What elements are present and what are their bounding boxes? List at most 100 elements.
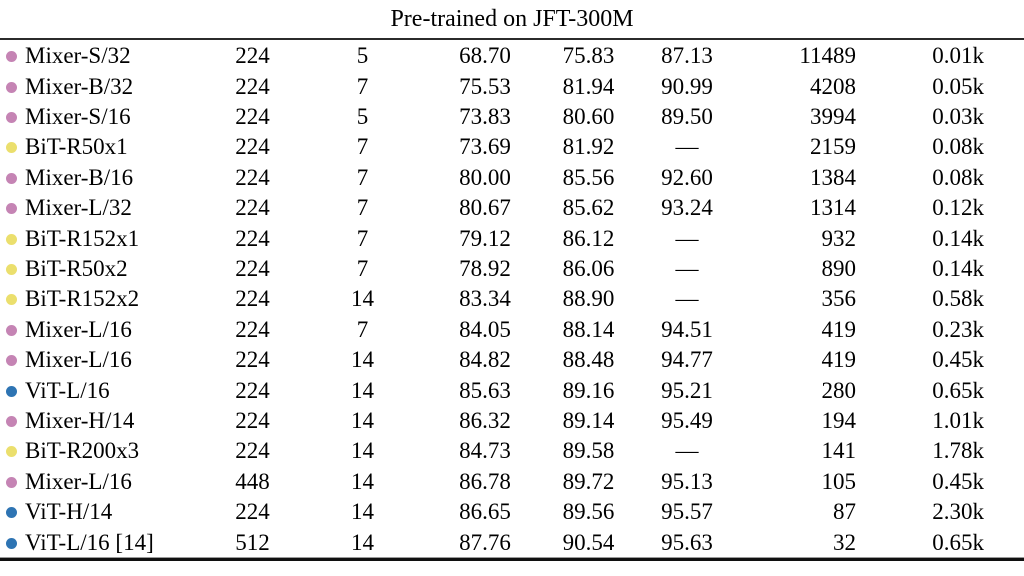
core-days-cell: 0.14k [932,256,984,282]
core-days-cell: 0.12k [932,195,984,221]
avg5-top1-cell: 94.51 [661,316,713,342]
real-top1-cell: 89.72 [562,468,615,494]
model-family-bullet-icon [6,355,17,367]
model-cell: Mixer-L/16 [0,315,210,345]
model-family-bullet-icon [6,507,17,519]
model-name: Mixer-S/16 [25,104,131,129]
real-top1-cell: 89.56 [562,499,615,525]
imagenet-top1-cell: 84.82 [459,347,511,373]
throughput-cell: 4208 [810,73,856,99]
epochs-cell: 14 [351,408,374,434]
table-row: Mixer-S/16 224 5 73.83 80.60 89.50 3994 … [0,102,1024,132]
table-row: BiT-R50x1 224 7 73.69 81.92 — 2159 0.08k [0,132,1024,162]
model-name: BiT-R152x1 [25,225,140,251]
model-name: ViT-L/16 [14] [25,529,154,555]
model-cell: Mixer-B/32 [0,72,210,102]
real-top1-cell: 88.14 [562,316,615,342]
model-name: ViT-H/14 [25,499,113,525]
throughput-cell: 3994 [810,104,856,129]
throughput-cell: 419 [821,316,857,342]
core-days-cell: 0.08k [932,164,984,190]
real-top1-cell: 90.54 [562,529,615,555]
imagenet-top1-cell: 78.92 [459,256,511,282]
imagenet-top1-cell: 73.69 [459,134,511,160]
model-name: Mixer-B/16 [25,164,134,190]
top-rule [0,38,1024,40]
model-family-bullet-icon [6,446,17,458]
table-row: Mixer-L/16 224 14 84.82 88.48 94.77 419 … [0,345,1024,375]
table-row: BiT-R152x2 224 14 83.34 88.90 — 356 0.58… [0,284,1024,314]
core-days-cell: 1.78k [932,438,984,464]
throughput-cell: 11489 [799,43,856,69]
table-row: Mixer-L/16 448 14 86.78 89.72 95.13 105 … [0,467,1024,497]
avg5-top1-cell: 95.13 [661,468,713,494]
model-cell: Mixer-B/16 [0,163,210,193]
model-family-bullet-icon [6,142,17,154]
real-top1-cell: 86.12 [562,225,615,251]
throughput-cell: 141 [821,438,857,464]
table-title: Pre-trained on JFT-300M [390,5,634,32]
avg5-top1-cell: 94.77 [661,347,713,373]
throughput-cell: 356 [821,286,857,312]
model-name: Mixer-L/16 [25,347,132,373]
avg5-top1-cell: 90.99 [661,73,713,99]
model-family-bullet-icon [6,385,17,397]
model-family-bullet-icon [6,264,17,276]
model-cell: BiT-R50x2 [0,254,210,284]
real-top1-cell: 75.83 [562,43,615,69]
epochs-cell: 7 [356,256,369,282]
resolution-cell: 224 [235,256,270,282]
real-top1-cell: 89.58 [562,438,615,464]
throughput-cell: 1384 [810,164,856,190]
imagenet-top1-cell: 80.67 [459,195,511,221]
avg5-top1-cell: — [675,225,699,251]
avg5-top1-cell: — [675,256,699,282]
table-row: ViT-L/16 224 14 85.63 89.16 95.21 280 0.… [0,375,1024,405]
real-top1-cell: 85.56 [562,164,615,190]
throughput-cell: 32 [833,529,856,555]
epochs-cell: 5 [356,104,369,129]
core-days-cell: 2.30k [932,499,984,525]
epochs-cell: 7 [356,195,369,221]
model-cell: Mixer-H/14 [0,406,210,436]
table-row: Mixer-L/16 224 7 84.05 88.14 94.51 419 0… [0,315,1024,345]
model-name: BiT-R152x2 [25,286,140,312]
resolution-cell: 224 [235,164,270,190]
throughput-cell: 105 [821,468,857,494]
model-name: Mixer-H/14 [25,408,135,434]
core-days-cell: 0.23k [932,316,984,342]
epochs-cell: 5 [356,43,369,69]
avg5-top1-cell: 87.13 [661,43,713,69]
epochs-cell: 14 [351,499,374,525]
model-family-bullet-icon [6,324,17,336]
table-row: ViT-H/14 224 14 86.65 89.56 95.57 87 2.3… [0,497,1024,527]
model-name: Mixer-S/32 [25,43,131,69]
model-name: BiT-R50x2 [25,256,128,282]
table-row: BiT-R200x3 224 14 84.73 89.58 — 141 1.78… [0,436,1024,466]
model-family-bullet-icon [6,203,17,215]
throughput-cell: 419 [821,347,857,373]
imagenet-top1-cell: 80.00 [459,164,511,190]
resolution-cell: 224 [235,408,270,434]
epochs-cell: 7 [356,164,369,190]
table-row: Mixer-S/32 224 5 68.70 75.83 87.13 11489… [0,41,1024,71]
resolution-cell: 224 [235,195,270,221]
resolution-cell: 224 [235,286,270,312]
imagenet-top1-cell: 83.34 [459,286,511,312]
core-days-cell: 0.65k [932,529,984,555]
real-top1-cell: 81.92 [562,134,615,160]
imagenet-top1-cell: 84.73 [459,438,511,464]
epochs-cell: 14 [351,286,374,312]
core-days-cell: 0.58k [932,286,984,312]
table-row: Mixer-L/32 224 7 80.67 85.62 93.24 1314 … [0,193,1024,223]
model-family-bullet-icon [6,233,17,245]
imagenet-top1-cell: 68.70 [459,43,511,69]
real-top1-cell: 80.60 [562,104,615,129]
epochs-cell: 14 [351,529,374,555]
imagenet-top1-cell: 79.12 [459,225,511,251]
core-days-cell: 0.08k [932,134,984,160]
imagenet-top1-cell: 86.32 [459,408,511,434]
throughput-cell: 890 [821,256,857,282]
avg5-top1-cell: — [675,134,699,160]
